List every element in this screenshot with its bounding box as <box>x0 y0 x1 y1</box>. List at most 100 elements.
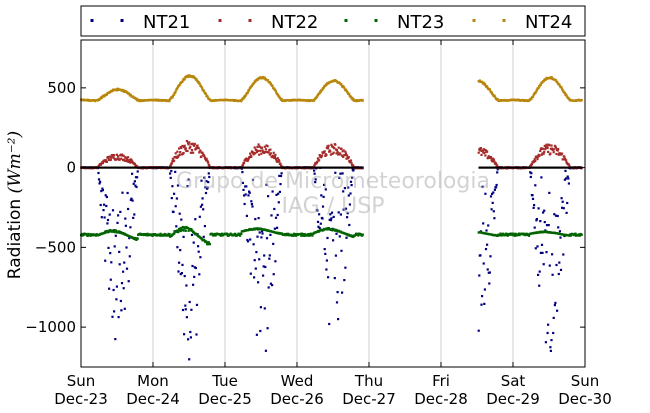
point-nt21 <box>323 248 326 251</box>
point-nt24 <box>105 93 108 96</box>
point-nt23 <box>303 234 306 237</box>
point-nt21 <box>479 254 482 257</box>
point-nt21 <box>565 177 568 180</box>
point-nt21 <box>130 197 133 200</box>
point-nt22 <box>313 164 316 167</box>
point-nt21 <box>126 191 129 195</box>
point-nt21 <box>99 203 102 207</box>
point-nt21 <box>259 306 262 309</box>
point-nt23 <box>207 241 210 244</box>
point-nt21 <box>193 275 196 278</box>
point-nt22 <box>327 147 330 150</box>
point-nt23 <box>179 229 182 233</box>
point-nt24 <box>556 81 559 84</box>
point-nt21 <box>337 211 340 214</box>
point-nt21 <box>263 254 266 257</box>
point-nt21 <box>176 184 180 187</box>
point-nt23 <box>256 227 259 230</box>
point-nt21 <box>181 308 185 312</box>
y-tick-label: −500 <box>35 238 76 256</box>
point-nt21 <box>274 216 278 219</box>
point-nt22 <box>549 152 552 155</box>
point-nt21 <box>122 270 125 273</box>
point-nt24 <box>183 77 186 81</box>
point-nt21 <box>558 230 561 233</box>
point-nt21 <box>127 207 130 211</box>
point-nt21 <box>322 195 325 198</box>
point-nt22 <box>492 158 495 161</box>
point-nt21 <box>548 191 551 194</box>
point-nt21 <box>102 209 105 212</box>
point-nt21 <box>347 194 350 197</box>
point-nt21 <box>558 261 561 264</box>
point-nt21 <box>561 200 564 203</box>
point-nt22 <box>542 152 545 155</box>
point-nt21 <box>180 218 183 221</box>
point-nt22 <box>180 146 183 150</box>
point-nt22 <box>495 162 498 165</box>
point-nt24 <box>558 83 561 86</box>
point-nt21 <box>549 346 552 349</box>
x-tick-label-day-4: Thu <box>354 372 383 390</box>
point-nt21 <box>488 282 491 285</box>
x-tick-label-day-1: Mon <box>137 372 169 390</box>
point-nt21 <box>337 318 340 321</box>
x-tick-label-day-5: Fri <box>432 372 450 390</box>
point-nt21 <box>324 252 327 255</box>
point-nt22 <box>113 154 116 157</box>
legend-marker-nt22-0 <box>218 19 222 22</box>
point-nt22 <box>133 162 136 166</box>
point-nt23 <box>361 233 364 236</box>
point-nt21 <box>125 267 129 270</box>
point-nt22 <box>123 159 126 162</box>
point-nt21 <box>118 263 121 266</box>
point-nt21 <box>541 251 544 254</box>
point-nt21 <box>321 217 324 220</box>
point-nt22 <box>530 163 533 166</box>
point-nt24 <box>568 97 571 100</box>
point-nt21 <box>105 204 108 208</box>
point-nt24 <box>174 91 177 94</box>
x-axis: SunDec-23MonDec-24TueDec-25WedDec-26ThuD… <box>54 40 612 408</box>
point-nt23 <box>180 226 183 229</box>
point-nt21 <box>348 223 351 227</box>
point-nt21 <box>545 224 549 227</box>
point-nt21 <box>490 208 493 211</box>
point-nt22 <box>183 146 186 149</box>
point-nt22 <box>264 150 267 154</box>
point-nt22 <box>554 146 558 149</box>
point-nt22 <box>344 150 347 153</box>
point-nt24 <box>280 97 283 100</box>
point-nt23 <box>187 229 190 232</box>
point-nt22 <box>272 154 275 157</box>
point-nt24 <box>253 82 256 85</box>
point-nt22 <box>108 155 111 158</box>
y-axis-unit: (Wm⁻²) <box>5 131 25 194</box>
point-nt21 <box>250 203 253 206</box>
point-nt21 <box>274 260 277 263</box>
point-nt21 <box>477 329 480 332</box>
point-nt22 <box>200 155 203 158</box>
point-nt22 <box>552 151 555 154</box>
point-nt24 <box>273 87 276 90</box>
point-nt24 <box>549 77 552 80</box>
point-nt24 <box>100 96 103 100</box>
point-nt24 <box>173 93 176 96</box>
point-nt21 <box>567 177 570 180</box>
point-nt22 <box>205 157 208 160</box>
point-nt22 <box>252 153 255 156</box>
point-nt22 <box>190 149 194 152</box>
point-nt21 <box>277 201 280 204</box>
point-nt21 <box>334 171 337 174</box>
point-nt22 <box>337 153 340 156</box>
point-nt21 <box>545 251 548 254</box>
point-nt23 <box>184 226 187 229</box>
point-nt22 <box>342 155 345 158</box>
point-nt22 <box>177 154 180 157</box>
point-nt21 <box>128 237 131 240</box>
point-nt24 <box>322 87 325 90</box>
point-nt21 <box>343 187 346 190</box>
point-nt21 <box>184 308 187 311</box>
point-nt22 <box>347 156 350 159</box>
point-nt22 <box>254 152 257 155</box>
